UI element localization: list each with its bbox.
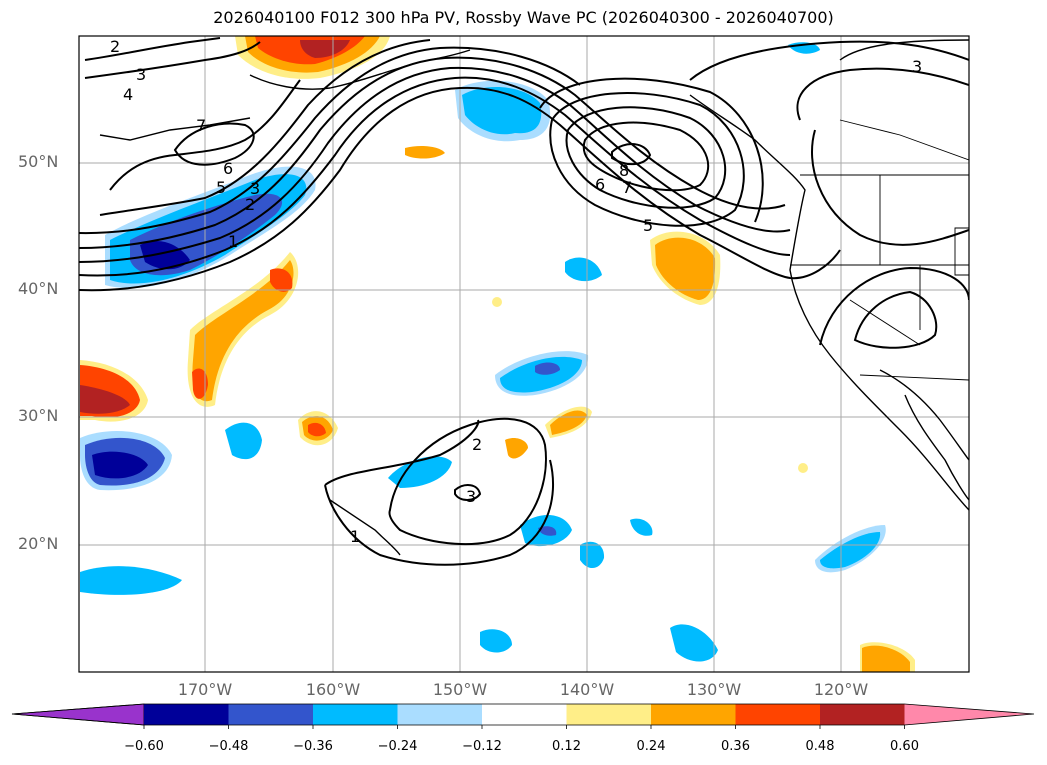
colorbar-tick-label: −0.12	[462, 739, 502, 754]
colorbar-extend-low	[11, 703, 145, 726]
negative-anomaly-sw	[80, 431, 172, 491]
contour-label: 1	[228, 232, 238, 251]
map-border	[78, 35, 970, 673]
contour-label: 8	[619, 161, 629, 180]
colorbar-tick-label: 0.36	[721, 739, 750, 754]
colorbar	[11, 703, 1035, 729]
lon-label: 160°W	[305, 680, 361, 699]
contour-label: 3	[466, 487, 476, 506]
colorbar-tick-label: −0.48	[208, 739, 249, 754]
colorbar-bin	[482, 704, 567, 725]
contour-label: 7	[196, 116, 206, 135]
colorbar-bin	[397, 704, 482, 725]
lon-label: 150°W	[432, 680, 488, 699]
contour-label: 6	[595, 175, 605, 194]
contour-label: 5	[643, 216, 653, 235]
contour-label-group: 2 3 4 7 6 5 3 2 1 8 6 7 5 3 2 3 1	[110, 37, 922, 546]
map-title: 2026040100 F012 300 hPa PV, Rossby Wave …	[213, 8, 834, 27]
colorbar-bin	[651, 704, 736, 725]
contour-label: 5	[216, 178, 226, 197]
positive-anomaly-west-ridge	[187, 252, 299, 407]
political-borders	[790, 119, 969, 381]
contour-label: 3	[250, 179, 260, 198]
negative-anomaly-mid	[80, 42, 886, 662]
contour-label: 2	[110, 37, 120, 56]
lat-label: 30°N	[18, 406, 59, 425]
pv-shading	[80, 36, 915, 672]
positive-anomaly-north	[235, 36, 390, 79]
lon-label: 140°W	[559, 680, 615, 699]
positive-anomaly-sw	[80, 360, 148, 422]
colorbar-tick-label: −0.36	[293, 739, 333, 754]
colorbar-tick-label: −0.24	[377, 739, 418, 754]
pc-contours	[79, 37, 969, 566]
positive-anomaly-other	[298, 145, 915, 672]
colorbar-bin	[313, 704, 398, 725]
contour-label: 1	[350, 527, 360, 546]
lat-label: 50°N	[18, 152, 59, 171]
colorbar-bin	[228, 704, 313, 725]
colorbar-extend-high	[904, 704, 1034, 725]
colorbar-bin	[735, 704, 820, 725]
contour-label: 4	[123, 85, 133, 104]
colorbar-bin	[144, 704, 229, 725]
colorbar-tick-label: 0.60	[890, 739, 919, 754]
colorbar-bin	[566, 704, 651, 725]
colorbar-tick-label: 0.24	[636, 739, 666, 754]
lat-label: 20°N	[18, 534, 59, 553]
contour-label: 7	[622, 178, 632, 197]
colorbar-tick-label: 0.48	[805, 739, 835, 754]
contour-label: 3	[912, 57, 922, 76]
colorbar-tick-label: 0.12	[552, 739, 581, 754]
lon-label: 130°W	[686, 680, 742, 699]
colorbar-tick-label: −0.60	[124, 739, 164, 754]
lat-label: 40°N	[18, 279, 59, 298]
contour-label: 3	[136, 65, 146, 84]
contour-label: 2	[472, 435, 482, 454]
contour-label: 6	[223, 159, 233, 178]
contour-label: 2	[245, 195, 255, 214]
lon-label: 120°W	[813, 680, 869, 699]
graticule	[79, 36, 969, 672]
lon-label: 170°W	[177, 680, 233, 699]
colorbar-bin	[820, 704, 905, 725]
